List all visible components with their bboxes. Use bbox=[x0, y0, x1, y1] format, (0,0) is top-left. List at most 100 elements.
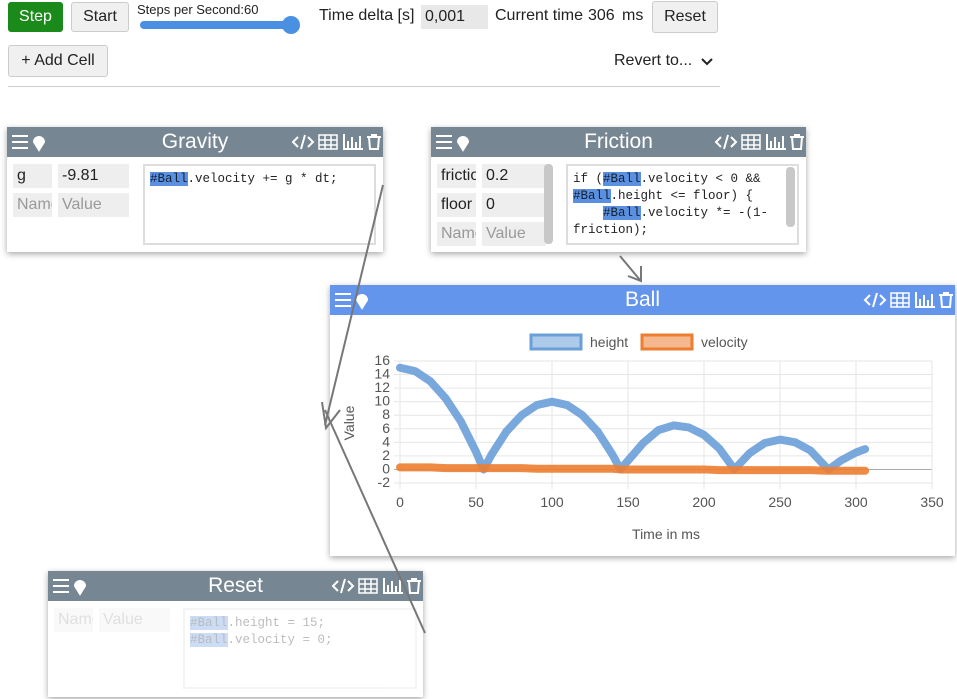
icons bbox=[436, 134, 804, 152]
time-delta-label: Time delta [s] bbox=[319, 7, 415, 24]
code-icon bbox=[714, 134, 738, 150]
param-name[interactable]: floor bbox=[437, 193, 476, 217]
y-axis-label: Value bbox=[341, 405, 357, 440]
cell-reference: #Ball bbox=[190, 616, 228, 630]
divider bbox=[8, 86, 720, 87]
cell-title: Ball bbox=[624, 288, 661, 311]
param-name[interactable]: friction bbox=[437, 164, 476, 188]
param-value[interactable]: Value bbox=[99, 608, 170, 632]
code-line: friction); bbox=[573, 222, 792, 239]
scrollbar bbox=[786, 167, 795, 227]
cell-reference: #Ball bbox=[603, 206, 641, 220]
param-value[interactable]: Value bbox=[482, 222, 546, 246]
table-icon bbox=[318, 134, 338, 150]
code-line: #Ball.velocity += g * dt; bbox=[150, 171, 369, 188]
chart-icon bbox=[343, 134, 363, 150]
param-name[interactable]: Name bbox=[13, 193, 52, 217]
param-name[interactable]: Name bbox=[54, 608, 93, 632]
x-axis-label: Time in ms bbox=[632, 526, 700, 542]
cell-header: Reset bbox=[48, 571, 423, 601]
current-time-unit: ms bbox=[622, 7, 644, 24]
header-icons bbox=[53, 578, 421, 596]
speed-slider[interactable] bbox=[136, 14, 306, 36]
icons bbox=[53, 578, 421, 596]
icons bbox=[335, 292, 953, 310]
cell-header: Ball bbox=[330, 285, 955, 315]
code-line: if (#Ball.velocity < 0 && bbox=[573, 171, 792, 188]
table-icon bbox=[890, 292, 910, 308]
x-tick-label: 200 bbox=[692, 494, 716, 510]
code-icon bbox=[863, 292, 887, 308]
menu-icon[interactable] bbox=[12, 135, 28, 149]
legend-label: velocity bbox=[701, 334, 748, 350]
code-editor[interactable]: if (#Ball.velocity < 0 && #Ball.height <=… bbox=[566, 164, 799, 245]
code-icon bbox=[291, 134, 315, 150]
code-editor[interactable]: #Ball.velocity += g * dt; bbox=[143, 164, 376, 245]
trash-icon bbox=[939, 292, 953, 308]
cell: ResetNameValue#Ball.height = 15;#Ball.ve… bbox=[48, 571, 423, 697]
icons bbox=[12, 134, 381, 152]
current-time: 306 bbox=[588, 7, 615, 24]
cell-reference: #Ball bbox=[573, 189, 611, 203]
legend-label: height bbox=[590, 334, 628, 350]
y-tick-label: 16 bbox=[374, 352, 390, 368]
code-editor[interactable]: #Ball.height = 15; #Ball.velocity = 0; bbox=[183, 608, 417, 689]
code-text: friction); bbox=[573, 223, 649, 237]
menu-icon[interactable] bbox=[53, 579, 69, 593]
cell: Ball -2 0 2 4 6 8 10 12 14 16 0 50 100 150 200 250 300 350… bbox=[330, 285, 955, 556]
trash-icon bbox=[367, 134, 381, 150]
arrow-head bbox=[627, 266, 642, 283]
code-text: .velocity = 0; bbox=[227, 633, 333, 647]
chevron-icon bbox=[701, 58, 713, 66]
chart-icon bbox=[915, 292, 935, 308]
param-value[interactable]: -9.81 bbox=[58, 164, 129, 188]
pin-icon bbox=[456, 136, 470, 152]
header-icons bbox=[436, 134, 804, 152]
chart-icon bbox=[766, 134, 786, 150]
code-line: #Ball.height = 15; bbox=[190, 615, 410, 632]
cell-body: -2 0 2 4 6 8 10 12 14 16 0 50 100 150 200 250 300 350 Valu… bbox=[330, 315, 955, 556]
param-name[interactable]: g bbox=[13, 164, 52, 188]
menu-icon[interactable] bbox=[436, 135, 452, 149]
time-delta-input[interactable]: 0,001 bbox=[421, 5, 488, 29]
legend-swatch bbox=[640, 333, 694, 351]
x-tick-label: 150 bbox=[616, 494, 640, 510]
trash-icon bbox=[407, 578, 421, 594]
code-text: .velocity < 0 && bbox=[640, 172, 761, 186]
trash-icon bbox=[790, 134, 804, 150]
param-name[interactable]: Name bbox=[437, 222, 476, 246]
param-value[interactable]: 0.2 bbox=[482, 164, 546, 188]
step-button[interactable]: Step bbox=[8, 2, 63, 32]
x-tick-label: 300 bbox=[844, 494, 868, 510]
connection-line bbox=[619, 255, 641, 281]
cell: Frictionfriction0.2floor0NameValueif (#B… bbox=[431, 127, 806, 252]
param-value[interactable]: 0 bbox=[482, 193, 546, 217]
header-icons bbox=[335, 292, 953, 310]
param-value[interactable]: Value bbox=[58, 193, 129, 217]
code-text: .height = 15; bbox=[227, 616, 326, 630]
cell-reference: #Ball bbox=[603, 172, 641, 186]
cell-header: Gravity bbox=[7, 127, 383, 157]
menu-icon[interactable] bbox=[335, 293, 351, 307]
x-tick-label: 50 bbox=[468, 494, 484, 510]
cell-body: NameValue#Ball.height = 15;#Ball.velocit… bbox=[48, 601, 423, 697]
start-button[interactable]: Start bbox=[71, 2, 129, 32]
code-text: if ( bbox=[573, 172, 604, 186]
speed-label: Steps per Second:60 bbox=[137, 2, 259, 17]
table-icon bbox=[741, 134, 761, 150]
x-tick-label: 250 bbox=[768, 494, 792, 510]
x-tick-label: 0 bbox=[396, 494, 404, 510]
add-cell-button[interactable]: + Add Cell bbox=[8, 45, 108, 77]
cell-reference: #Ball bbox=[190, 633, 228, 647]
cell: Gravity g-9.81NameValue #Ball.velocity += … bbox=[7, 127, 383, 252]
code-text bbox=[573, 206, 603, 220]
code-text: .height <= floor) { bbox=[610, 189, 754, 203]
scrollbar bbox=[544, 164, 553, 244]
cell-title: Gravity bbox=[161, 130, 229, 153]
revert-dropdown[interactable]: Revert to... bbox=[614, 52, 693, 69]
reset-button[interactable]: Reset bbox=[652, 1, 718, 33]
pin-icon bbox=[73, 580, 87, 596]
